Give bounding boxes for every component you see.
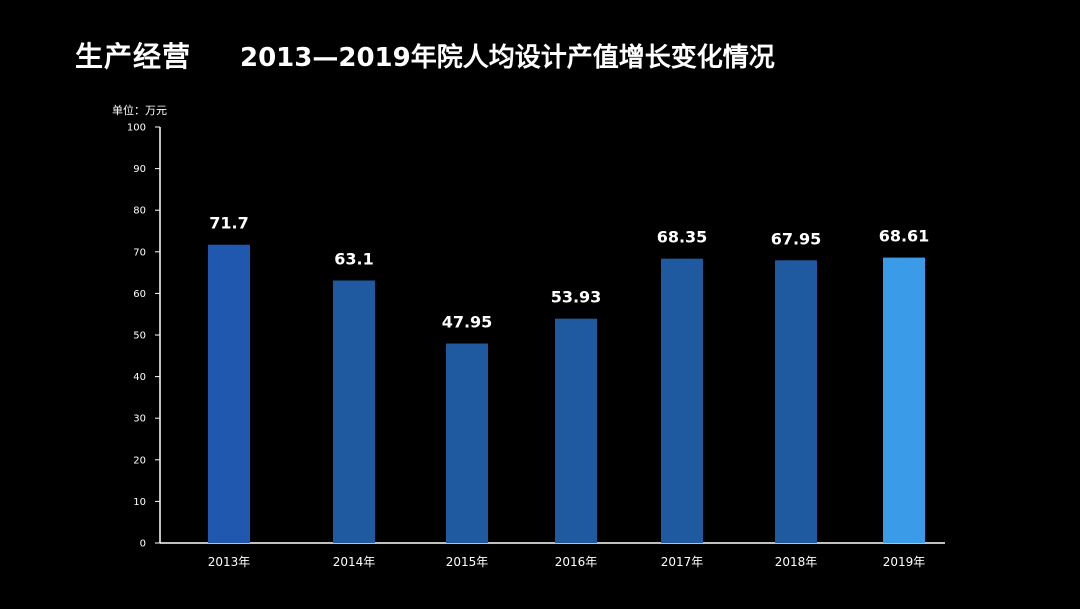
x-tick-label: 2014年 bbox=[333, 555, 376, 569]
y-tick-label: 100 bbox=[127, 123, 146, 134]
y-tick-label: 70 bbox=[133, 247, 146, 258]
x-tick-label: 2016年 bbox=[555, 555, 598, 569]
x-tick-label: 2017年 bbox=[661, 555, 704, 569]
chart-title: 2013—2019年院人均设计产值增长变化情况 bbox=[240, 43, 775, 73]
y-tick-label: 50 bbox=[133, 331, 146, 342]
unit-label: 单位：万元 bbox=[112, 104, 167, 117]
data-label: 68.61 bbox=[879, 227, 930, 246]
bar bbox=[333, 280, 375, 543]
y-tick-label: 20 bbox=[133, 455, 146, 466]
chart-bars bbox=[208, 244, 925, 543]
chart-axes bbox=[159, 127, 945, 544]
data-label: 71.7 bbox=[209, 214, 248, 233]
bar bbox=[555, 318, 597, 543]
data-label: 47.95 bbox=[442, 313, 493, 332]
y-axis-ticks: 0 10 20 30 40 50 60 70 80 90 100 bbox=[127, 123, 160, 550]
x-tick-label: 2013年 bbox=[208, 555, 251, 569]
x-axis-labels: 2013年 2014年 2015年 2016年 2017年 2018年 2019年 bbox=[208, 555, 926, 569]
data-label: 67.95 bbox=[771, 229, 822, 248]
y-tick-label: 90 bbox=[133, 164, 146, 175]
bar bbox=[446, 343, 488, 543]
section-title: 生产经营 bbox=[75, 40, 192, 73]
y-tick-label: 0 bbox=[140, 539, 146, 550]
bar bbox=[775, 260, 817, 543]
bar bbox=[661, 258, 703, 543]
y-tick-label: 60 bbox=[133, 289, 146, 300]
x-tick-label: 2019年 bbox=[883, 555, 926, 569]
bar bbox=[208, 244, 250, 543]
y-tick-label: 80 bbox=[133, 206, 146, 217]
y-tick-label: 40 bbox=[133, 372, 146, 383]
data-label: 68.35 bbox=[657, 228, 708, 247]
y-tick-label: 10 bbox=[133, 497, 146, 508]
x-tick-label: 2018年 bbox=[775, 555, 818, 569]
data-label: 53.93 bbox=[551, 288, 602, 307]
data-labels: 71.7 63.1 47.95 53.93 68.35 67.95 68.61 bbox=[209, 214, 929, 332]
data-label: 63.1 bbox=[334, 250, 373, 269]
x-tick-label: 2015年 bbox=[446, 555, 489, 569]
y-tick-label: 30 bbox=[133, 414, 146, 425]
bar bbox=[883, 257, 925, 543]
